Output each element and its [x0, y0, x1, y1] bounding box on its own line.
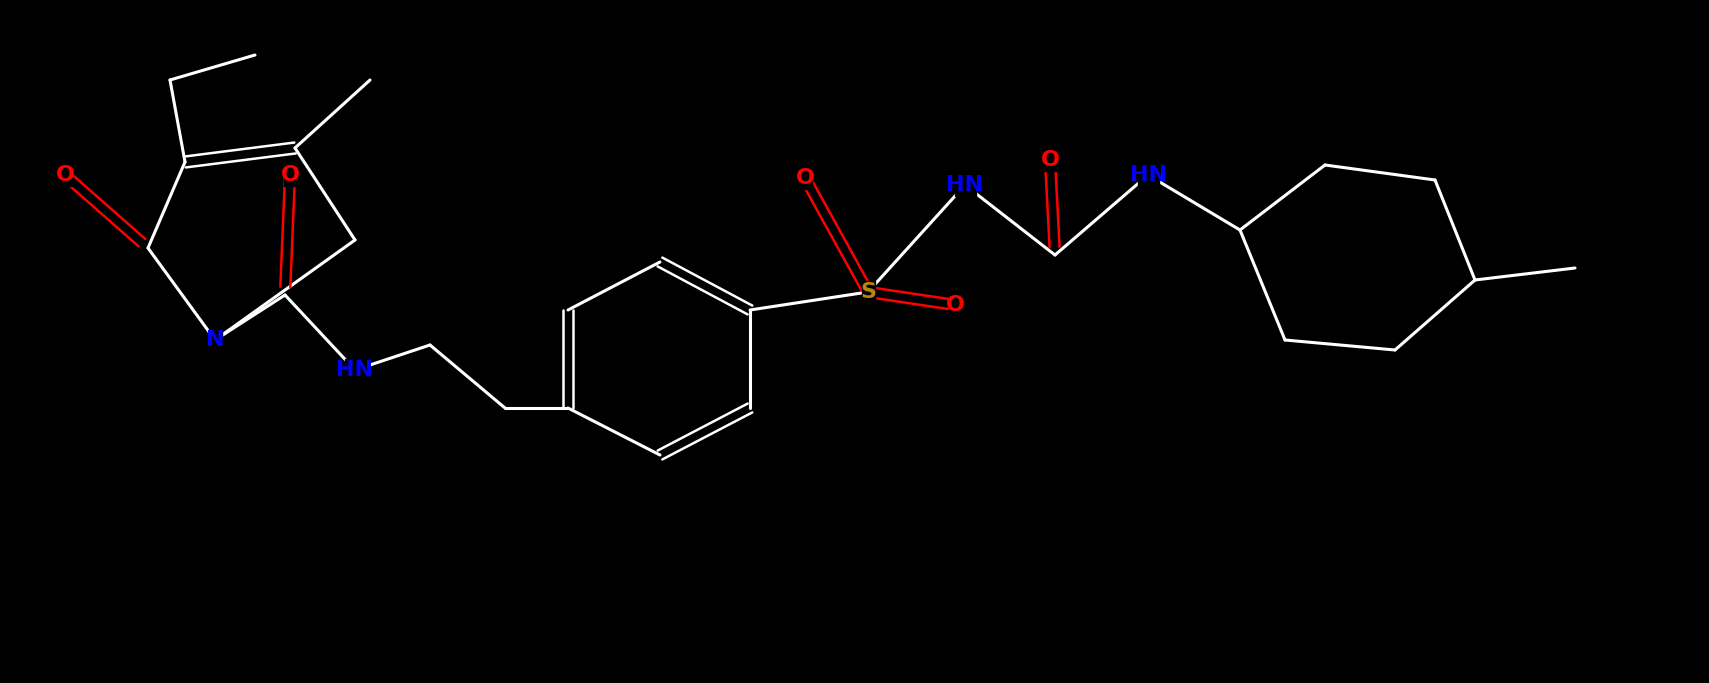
Bar [58, 164, 72, 186]
Text: HN: HN [337, 360, 374, 380]
Bar [1138, 164, 1159, 186]
Text: N: N [205, 330, 224, 350]
Bar [284, 164, 296, 186]
Text: O: O [55, 165, 75, 185]
Text: HN: HN [1130, 165, 1167, 185]
Bar [955, 174, 976, 196]
Text: HN: HN [947, 175, 983, 195]
Bar [345, 359, 366, 381]
Text: S: S [860, 282, 877, 302]
Text: O: O [280, 165, 299, 185]
Bar [208, 329, 222, 351]
Bar [798, 167, 812, 189]
Bar [861, 281, 875, 303]
Text: O: O [945, 295, 964, 315]
Text: O: O [795, 168, 815, 188]
Bar [1044, 149, 1056, 171]
Text: O: O [1041, 150, 1060, 170]
Bar [948, 294, 962, 316]
